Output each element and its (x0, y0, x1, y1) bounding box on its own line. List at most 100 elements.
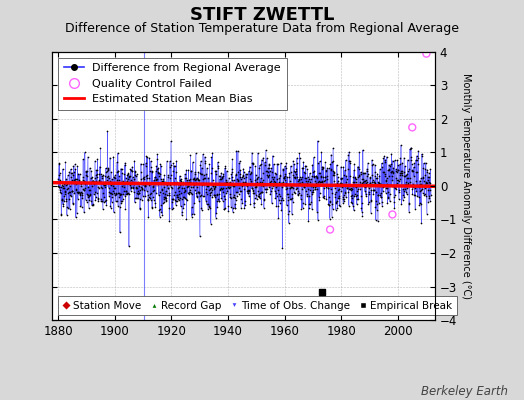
Point (409, 164, 418, 170)
Point (263, 172, 271, 178)
Point (158, 190, 167, 197)
Point (389, 184, 398, 191)
Point (418, 153, 426, 159)
Point (403, 157, 412, 163)
Point (348, 202, 357, 209)
Point (130, 199, 139, 206)
Point (286, 195, 294, 202)
Point (217, 185, 225, 191)
Point (239, 172, 247, 178)
Point (144, 214, 152, 220)
Point (132, 195, 140, 201)
Point (71, 214, 80, 221)
Point (58, 197, 67, 204)
Point (68, 188, 77, 194)
Point (282, 202, 291, 209)
Point (182, 175, 190, 181)
Point (269, 182, 277, 189)
Point (133, 171, 141, 177)
Point (305, 170, 314, 176)
Point (368, 161, 377, 167)
Point (424, 193, 433, 199)
Point (204, 183, 213, 189)
Point (178, 212, 186, 218)
Point (75, 176, 83, 183)
Point (195, 233, 204, 240)
Point (365, 185, 374, 191)
Point (62, 176, 70, 182)
Point (245, 188, 254, 194)
Point (226, 194, 234, 200)
Point (205, 186, 214, 192)
Point (186, 176, 194, 182)
Point (185, 189, 193, 195)
Point (394, 167, 402, 174)
Point (374, 192, 382, 198)
Point (217, 175, 226, 182)
Point (266, 180, 275, 186)
Point (151, 200, 159, 206)
Point (93, 156, 102, 162)
Point (145, 194, 153, 200)
Point (101, 179, 110, 185)
Point (411, 183, 420, 190)
Point (422, 180, 430, 186)
Point (111, 174, 119, 181)
Point (54, 161, 63, 168)
Point (157, 202, 166, 208)
Point (290, 161, 298, 167)
Point (205, 187, 213, 193)
Point (276, 200, 284, 206)
Point (381, 178, 390, 185)
Point (115, 194, 124, 200)
Point (56, 187, 64, 193)
Point (270, 174, 278, 180)
Point (224, 184, 232, 190)
Point (376, 183, 385, 189)
Point (202, 171, 211, 177)
Point (255, 162, 264, 168)
Point (288, 194, 297, 201)
Point (347, 195, 356, 202)
Point (203, 165, 211, 172)
Point (151, 177, 160, 184)
Point (136, 196, 145, 202)
Point (301, 200, 309, 207)
Point (85, 180, 94, 186)
Point (407, 144, 416, 151)
Point (287, 163, 295, 169)
Point (421, 184, 430, 191)
Point (121, 160, 129, 166)
Point (329, 206, 337, 212)
Point (279, 167, 288, 173)
Point (63, 172, 72, 178)
Point (125, 191, 133, 197)
Point (378, 188, 387, 194)
Point (118, 198, 126, 204)
Point (254, 150, 262, 156)
Point (351, 174, 359, 181)
Point (411, 178, 420, 184)
Point (104, 184, 113, 191)
Point (122, 187, 130, 194)
Point (366, 180, 374, 186)
Point (283, 191, 292, 198)
Point (110, 174, 118, 180)
Point (408, 124, 417, 130)
Point (103, 176, 111, 183)
Point (320, 182, 328, 188)
Point (126, 179, 134, 185)
Point (96, 179, 104, 185)
Point (306, 186, 314, 193)
Point (228, 156, 236, 163)
Point (206, 220, 215, 227)
Point (55, 184, 63, 190)
Point (59, 185, 68, 191)
Point (149, 177, 158, 184)
Point (377, 190, 385, 196)
Point (373, 206, 381, 213)
Point (79, 179, 88, 186)
Point (57, 190, 65, 196)
Point (328, 190, 336, 196)
Point (140, 180, 149, 187)
